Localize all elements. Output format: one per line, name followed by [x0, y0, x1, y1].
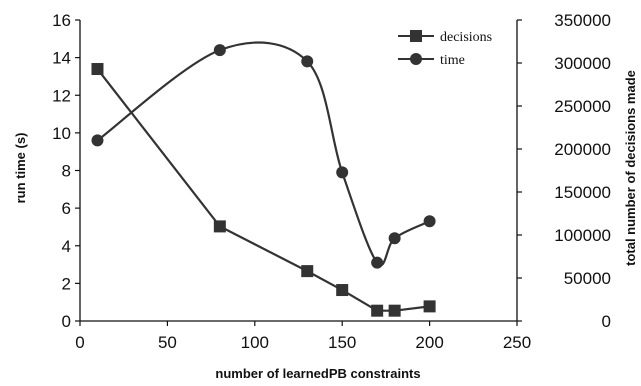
- y-axis-right-label: total number of decisions made: [623, 70, 638, 266]
- legend-label: time: [440, 53, 465, 68]
- x-tick-label: 200: [415, 333, 443, 352]
- legend-square-icon: [410, 30, 422, 42]
- axes: 0 50 100 150 200 250 0 2 4 6 8 10 12 14 16 0 50000 100000…: [52, 11, 611, 352]
- y-right-tick-label: 200000: [554, 140, 611, 159]
- legend: decisions time: [398, 30, 492, 68]
- y-right-tick-label: 150000: [554, 183, 611, 202]
- data-point-decisions: [213, 220, 226, 233]
- series-line-time: [96, 41, 431, 267]
- y-left-tick-label: 16: [52, 11, 71, 30]
- data-point-time: [371, 256, 384, 269]
- x-tick-label: 100: [241, 333, 269, 352]
- x-tick-label: 250: [503, 333, 531, 352]
- legend-item-decisions: decisions: [398, 30, 492, 45]
- data-point-decisions: [388, 304, 401, 317]
- legend-circle-icon: [410, 53, 422, 65]
- x-tick-label: 150: [328, 333, 356, 352]
- y-right-tick-label: 100000: [554, 226, 611, 245]
- data-point-time: [301, 55, 314, 68]
- y-right-tick-label: 350000: [554, 11, 611, 30]
- legend-item-time: time: [398, 53, 465, 68]
- series-line-decisions: [96, 68, 430, 312]
- y-left-tick-label: 12: [52, 86, 71, 105]
- legend-label: decisions: [440, 30, 492, 45]
- data-point-decisions: [301, 265, 314, 278]
- y-axis-left-label: run time (s): [13, 133, 28, 204]
- y-left-tick-label: 14: [52, 49, 71, 68]
- data-point-time: [213, 44, 226, 57]
- y-left-tick-label: 0: [62, 312, 71, 331]
- data-point-time: [423, 215, 436, 228]
- y-left-tick-label: 4: [62, 237, 71, 256]
- x-tick-label: 0: [75, 333, 84, 352]
- y-right-tick-label: 0: [602, 312, 611, 331]
- y-right-tick-label: 250000: [554, 97, 611, 116]
- series-time: [91, 41, 436, 269]
- y-right-tick-label: 50000: [564, 269, 611, 288]
- data-point-decisions: [371, 304, 384, 317]
- y-left-tick-label: 10: [52, 124, 71, 143]
- data-point-decisions: [423, 300, 436, 313]
- data-point-time: [91, 134, 104, 147]
- y-right-tick-label: 300000: [554, 54, 611, 73]
- y-left-tick-label: 6: [62, 199, 71, 218]
- series-layer: [91, 41, 436, 317]
- x-axis-label: number of learnedPB constraints: [215, 366, 420, 381]
- data-point-time: [336, 166, 349, 179]
- series-decisions: [91, 63, 436, 317]
- data-point-decisions: [91, 63, 104, 76]
- x-tick-label: 50: [158, 333, 177, 352]
- data-point-time: [388, 232, 401, 245]
- y-left-tick-label: 2: [62, 274, 71, 293]
- y-left-tick-label: 8: [62, 162, 71, 181]
- data-point-decisions: [336, 284, 349, 297]
